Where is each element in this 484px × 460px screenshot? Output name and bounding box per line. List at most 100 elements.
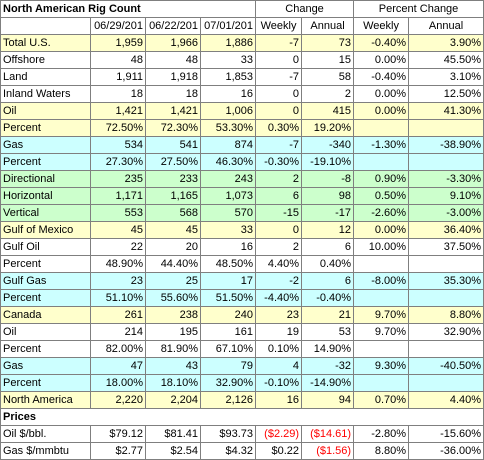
table-cell: 23 (255, 306, 303, 324)
table-cell: 0 (255, 221, 303, 239)
table-cell: ($2.29) (255, 425, 303, 443)
table-cell: 238 (145, 306, 201, 324)
table-cell: 53.30% (199, 119, 257, 137)
table-cell: 16 (199, 85, 257, 103)
table-cell: 81.90% (145, 340, 201, 358)
table-cell: 6 (255, 187, 303, 205)
table-cell: 235 (90, 170, 146, 188)
table-cell: 72.50% (90, 119, 146, 137)
table-row: Gas $/mmbtu $2.77 $2.54 $4.32 $0.22 ($1.56) 8.… (0, 442, 484, 460)
table-cell: 0.40% (301, 255, 355, 273)
table-row: Gulf Gas 23 25 17 -2 6 -8.00% 35.30% (0, 272, 484, 290)
table-cell: 233 (145, 170, 201, 188)
table-row: Canada 261 238 240 23 21 9.70% 8.80% (0, 306, 484, 324)
table-cell: 22 (90, 238, 146, 256)
table-cell: 0.30% (255, 119, 303, 137)
table-cell: $79.12 (90, 425, 146, 443)
table-cell: -14.90% (301, 374, 355, 392)
table-cell: 47 (90, 357, 146, 375)
table-cell: 45 (90, 221, 146, 239)
column-header: Annual (408, 17, 484, 35)
table-cell: 1,421 (145, 102, 201, 120)
table-cell: ($14.61) (301, 425, 355, 443)
column-header: 06/22/201 (145, 17, 201, 35)
row-label: Canada (0, 306, 91, 324)
table-cell: $2.77 (90, 442, 146, 460)
table-cell: 9.10% (408, 187, 484, 205)
table-cell: 0 (255, 51, 303, 69)
table-cell: 1,421 (90, 102, 146, 120)
table-cell: 18 (90, 85, 146, 103)
table-cell: 53 (301, 323, 355, 341)
table-cell: 67.10% (199, 340, 257, 358)
table-cell: 15 (301, 51, 355, 69)
table-row: Gas 47 43 79 4 -32 9.30% -40.50% (0, 357, 484, 375)
table-cell: 16 (255, 391, 303, 409)
table-title: North American Rig Count (0, 0, 257, 18)
table-cell: 1,959 (90, 34, 146, 52)
table-cell: 8.80% (353, 442, 410, 460)
table-cell: 19 (255, 323, 303, 341)
table-cell (353, 255, 410, 273)
table-cell: -7 (255, 34, 303, 52)
row-label: Percent (0, 119, 91, 137)
table-cell: 195 (145, 323, 201, 341)
table-cell: 18.00% (90, 374, 146, 392)
column-header: 06/29/201 (90, 17, 146, 35)
table-cell: 4 (255, 357, 303, 375)
table-cell: 12 (301, 221, 355, 239)
table-cell: 0 (255, 102, 303, 120)
table-cell: 2,126 (199, 391, 257, 409)
table-cell: 18 (145, 85, 201, 103)
table-cell: 20 (145, 238, 201, 256)
table-cell: 568 (145, 204, 201, 222)
table-cell: 46.30% (199, 153, 257, 171)
table-cell: -7 (255, 68, 303, 86)
table-cell: 6 (301, 238, 355, 256)
table-cell: 0.00% (353, 221, 410, 239)
row-label: Percent (0, 289, 91, 307)
row-label: Directional (0, 170, 91, 188)
table-cell: 35.30% (408, 272, 484, 290)
prices-header-row: Prices (0, 408, 484, 426)
table-row: Percent 72.50% 72.30% 53.30% 0.30% 19.20% (0, 119, 484, 137)
table-cell: 1,853 (199, 68, 257, 86)
table-cell: $2.54 (145, 442, 201, 460)
row-label: Horizontal (0, 187, 91, 205)
table-cell: 0 (255, 85, 303, 103)
table-cell: 27.30% (90, 153, 146, 171)
table-cell: -3.30% (408, 170, 484, 188)
change-group-header: Change (255, 0, 355, 18)
table-cell: 1,918 (145, 68, 201, 86)
table-cell: -2 (255, 272, 303, 290)
table-cell: -0.10% (255, 374, 303, 392)
table-cell: 0.70% (353, 391, 410, 409)
column-header: Weekly (255, 17, 303, 35)
table-row: Percent 48.90% 44.40% 48.50% 4.40% 0.40% (0, 255, 484, 273)
table-row: Gas 534 541 874 -7 -340 -1.30% -38.90% (0, 136, 484, 154)
table-cell: 0.50% (353, 187, 410, 205)
table-cell: 2,204 (145, 391, 201, 409)
table-cell: 1,911 (90, 68, 146, 86)
table-row: Offshore 48 48 33 0 15 0.00% 45.50% (0, 51, 484, 69)
table-row: Percent 82.00% 81.90% 67.10% 0.10% 14.90% (0, 340, 484, 358)
row-label: Oil (0, 102, 91, 120)
table-cell: 21 (301, 306, 355, 324)
table-cell: 1,073 (199, 187, 257, 205)
table-cell (353, 153, 410, 171)
table-cell (353, 374, 410, 392)
table-row: Percent 51.10% 55.60% 51.50% -4.40% -0.40% (0, 289, 484, 307)
table-cell: 0.90% (353, 170, 410, 188)
table-row: Vertical 553 568 570 -15 -17 -2.60% -3.00% (0, 204, 484, 222)
row-label: Gulf of Mexico (0, 221, 91, 239)
table-cell (408, 153, 484, 171)
row-label: Gas (0, 136, 91, 154)
table-cell: 0.00% (353, 85, 410, 103)
table-cell: 41.30% (408, 102, 484, 120)
table-cell: 0.00% (353, 102, 410, 120)
table-cell: $93.73 (199, 425, 257, 443)
table-cell (408, 289, 484, 307)
table-cell: 32.90% (199, 374, 257, 392)
table-cell: 240 (199, 306, 257, 324)
table-cell: 6 (301, 272, 355, 290)
